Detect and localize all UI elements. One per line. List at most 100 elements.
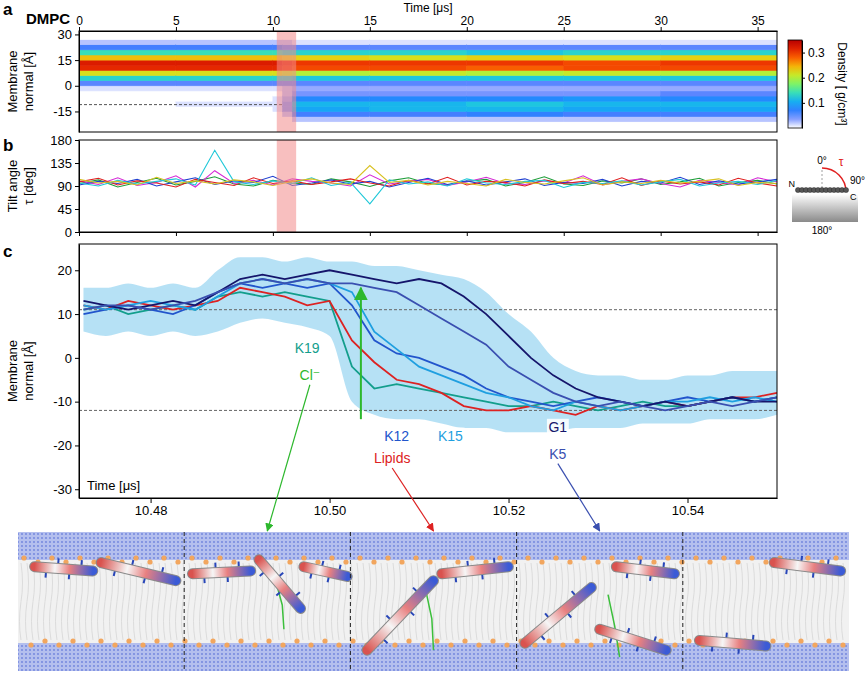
heatmap-cell [564, 96, 661, 101]
lipid-tail [818, 563, 821, 640]
snapshot-separator [350, 532, 351, 671]
phosphate [252, 642, 257, 647]
heatmap-cell [176, 65, 273, 70]
heatmap-cell [292, 96, 370, 101]
heatmap-cell [467, 65, 564, 70]
inset-membrane [792, 194, 858, 222]
phosphate [721, 555, 726, 560]
phosphate [476, 642, 481, 647]
tick: 35 [751, 14, 765, 31]
tick-mark [75, 445, 79, 446]
phosphate [231, 559, 236, 564]
phosphate [455, 559, 460, 564]
phosphate [203, 559, 208, 564]
phosphate [210, 638, 215, 643]
helix [259, 560, 301, 609]
lipid-tail [620, 563, 623, 640]
axis-line [79, 141, 80, 233]
panel-letter: b [3, 136, 13, 155]
tick-mark [802, 78, 805, 79]
tick-label: -20 [53, 438, 72, 453]
tick-label: 10.48 [135, 503, 168, 518]
tick-mark [802, 103, 805, 104]
heatmap-cell [661, 117, 777, 122]
heatmap-cell [467, 96, 564, 101]
heatmap-cell [79, 117, 176, 122]
phosphate [175, 559, 180, 564]
tick-label: 10 [58, 307, 72, 322]
tick-mark [273, 232, 274, 236]
phosphate [70, 638, 75, 643]
axis-line [802, 41, 803, 129]
phosphate [735, 559, 740, 564]
colorbar [788, 40, 802, 128]
tick [176, 232, 177, 236]
heatmap-cell [467, 34, 564, 39]
phosphate [140, 642, 145, 647]
lipid-highlight [425, 588, 433, 651]
tick: 15 [58, 53, 79, 68]
tick-mark [75, 270, 79, 271]
heatmap-cell [564, 60, 661, 65]
tick: 25 [558, 14, 572, 31]
phosphate [294, 638, 299, 643]
phosphate [679, 559, 684, 564]
y-axis-title-line: τ [deg] [21, 167, 36, 205]
heatmap-cell [467, 86, 564, 91]
phosphate [665, 555, 670, 560]
heatmap-cell [661, 122, 777, 127]
lipid-tail [398, 563, 401, 640]
tick: 0.3 [802, 46, 825, 60]
heatmap-cell [79, 34, 176, 39]
annotation-label: K5 [549, 446, 566, 462]
heatmap-cell [176, 96, 273, 101]
helix-outline [101, 563, 176, 581]
label-patch [548, 445, 568, 462]
snapshot-link [392, 468, 433, 531]
helix [193, 571, 251, 574]
axis: 10.4810.5010.5210.54 [80, 498, 778, 518]
phosphate [301, 555, 306, 560]
heatmap-cell [661, 101, 777, 106]
lipid-tail [356, 563, 359, 640]
y-axis-title: Membranenormal [Å] [5, 50, 36, 112]
plot-background [79, 31, 777, 132]
heatmap-cell [370, 106, 467, 111]
phosphate [133, 555, 138, 560]
phosphate [812, 642, 817, 647]
phosphate [602, 638, 607, 643]
heatmap-cell [564, 55, 661, 60]
heatmap-cell [467, 106, 564, 111]
tick-label: 90 [58, 179, 72, 194]
phosphate [182, 638, 187, 643]
tick-label: 5 [173, 14, 180, 28]
heatmap-cell [79, 96, 176, 101]
tick-label: 30 [58, 27, 72, 42]
tick: -10 [53, 394, 79, 409]
heatmap-cell [661, 34, 777, 39]
phosphate [588, 642, 593, 647]
phosphate [49, 555, 54, 560]
phosphate [350, 638, 355, 643]
tick-mark [79, 232, 80, 236]
heatmap-cell [79, 50, 176, 55]
y-axis-title: Membranenormal [Å] [5, 340, 36, 402]
phosphate [224, 642, 229, 647]
heatmap-cell [467, 91, 564, 96]
tick-mark [75, 358, 79, 359]
lipid-tail [770, 563, 773, 640]
phosphate [784, 642, 789, 647]
phosphate [392, 642, 397, 647]
heatmap-cell [467, 81, 564, 86]
heatmap-cell [292, 50, 370, 55]
lipid-tail [806, 563, 809, 640]
heatmap-cell [176, 101, 273, 106]
inset-angle-arc [822, 168, 846, 192]
phosphate [385, 555, 390, 560]
helix-outline [600, 629, 666, 650]
phosphate [147, 559, 152, 564]
inset-label: 0° [817, 155, 827, 166]
axis-line [80, 31, 778, 32]
label-patch [383, 428, 411, 445]
tick-mark [370, 232, 371, 236]
